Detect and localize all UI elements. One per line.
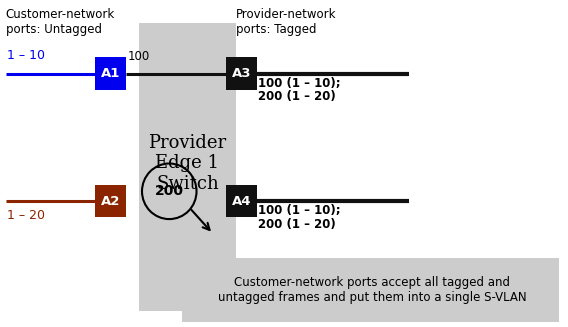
Text: A2: A2: [101, 195, 120, 208]
Text: 100 (1 – 10);: 100 (1 – 10);: [258, 77, 341, 90]
Text: 200 (1 – 20): 200 (1 – 20): [258, 90, 336, 103]
Text: 1 – 20: 1 – 20: [7, 209, 45, 222]
Text: A4: A4: [232, 195, 251, 208]
Bar: [95, 57, 126, 90]
Text: Customer-network
ports: Untagged: Customer-network ports: Untagged: [6, 8, 115, 36]
Text: 1 – 10: 1 – 10: [7, 49, 45, 62]
Bar: [225, 57, 257, 90]
Bar: [95, 185, 126, 217]
Text: Provider-network
ports: Tagged: Provider-network ports: Tagged: [236, 8, 336, 36]
Text: 200 (1 – 20): 200 (1 – 20): [258, 218, 336, 231]
Text: 100 (1 – 10);: 100 (1 – 10);: [258, 204, 341, 217]
Bar: [139, 23, 236, 311]
Text: 200: 200: [154, 184, 184, 198]
Text: 100: 100: [128, 50, 150, 63]
Bar: [182, 258, 559, 322]
Text: A1: A1: [101, 67, 120, 80]
Bar: [225, 185, 257, 217]
Text: A3: A3: [232, 67, 251, 80]
Text: Provider
Edge 1
Switch: Provider Edge 1 Switch: [148, 134, 227, 193]
Text: Customer-network ports accept all tagged and
untagged frames and put them into a: Customer-network ports accept all tagged…: [218, 276, 527, 304]
